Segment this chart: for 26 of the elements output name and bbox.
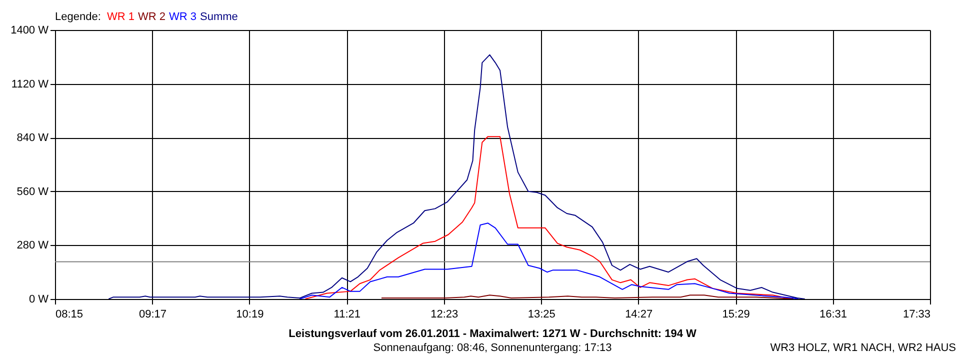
x-tick-label: 16:31 bbox=[820, 308, 848, 320]
text: WR 2 bbox=[138, 11, 166, 23]
x-tick-label: 11:21 bbox=[334, 308, 361, 320]
x-tick-label: 12:23 bbox=[430, 308, 458, 320]
y-tick-label: 840 W bbox=[16, 132, 50, 144]
y-tick-label: 560 W bbox=[16, 186, 50, 198]
line-series bbox=[108, 54, 806, 299]
text: Leistungsverlauf vom 26.01.2011 - Maximalwert: 1271 W - Durchschnitt: 194 W bbox=[288, 328, 697, 340]
x-tick-label: 13:25 bbox=[528, 308, 556, 320]
y-tick-label: 280 W bbox=[16, 240, 50, 252]
y-tick-label: 1400 W bbox=[10, 24, 50, 36]
text: Sonnenaufgang: 08:46, Sonnenuntergang: 17:13 bbox=[373, 342, 612, 354]
text: WR 3 bbox=[169, 11, 196, 23]
text: Summe bbox=[200, 11, 238, 23]
x-tick-label: 17:33 bbox=[902, 308, 930, 320]
x-tick-label: 08:15 bbox=[56, 308, 84, 320]
text: WR3 HOLZ, WR1 NACH, WR2 HAUS bbox=[770, 342, 956, 354]
legend-title: Legende: bbox=[55, 11, 101, 23]
y-tick-label: 1120 W bbox=[11, 78, 50, 90]
x-tick-label: 09:17 bbox=[138, 308, 166, 320]
x-tick-label: 15:29 bbox=[722, 308, 750, 320]
x-tick-label: 14:27 bbox=[625, 308, 653, 320]
text: WR 1 bbox=[107, 11, 134, 23]
x-tick-label: 10:19 bbox=[236, 308, 264, 320]
y-tick-label: 0 W bbox=[28, 294, 50, 306]
line-series bbox=[299, 222, 799, 299]
